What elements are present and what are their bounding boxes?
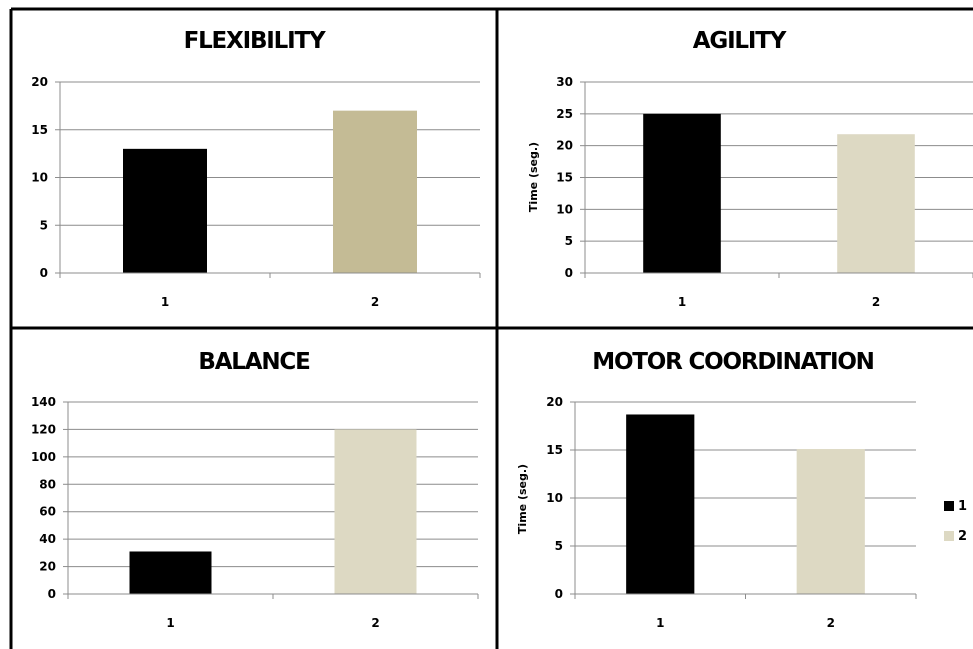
y-tick-label: 5 xyxy=(40,218,48,232)
bar-2 xyxy=(334,429,417,594)
chart-panel-balance: BALANCE 0 20 40 60 80 100 120 140 1 2 xyxy=(31,349,479,630)
y-tick-label: 10 xyxy=(31,171,48,185)
chart-panel-flexibility: FLEXIBILITY 0 5 10 15 20 1 2 xyxy=(0,0,497,328)
x-tick-label: 1 xyxy=(161,295,169,309)
bar-1 xyxy=(123,148,207,273)
y-tick-label: 15 xyxy=(556,171,573,185)
bar-2 xyxy=(796,449,865,594)
y-tick-label: 5 xyxy=(555,539,563,553)
chart-title: AGILITY xyxy=(692,28,787,54)
legend-swatch-1 xyxy=(944,501,954,511)
chart-panel-agility: AGILITY 0 5 10 15 20 25 30 1 2 Time (seg.) xyxy=(527,28,973,309)
y-tick-label: 140 xyxy=(31,395,56,409)
y-axis-title: Time (seg.) xyxy=(516,464,529,534)
y-tick-label: 40 xyxy=(39,532,56,546)
y-tick-label: 0 xyxy=(48,587,56,601)
x-tick-label: 1 xyxy=(678,295,686,309)
x-tick-label: 2 xyxy=(872,295,880,309)
x-tick-label: 1 xyxy=(656,616,664,630)
chart-title: BALANCE xyxy=(198,349,310,375)
x-tick-label: 2 xyxy=(371,616,379,630)
legend-item-1: 1 xyxy=(944,491,967,521)
y-tick-label: 25 xyxy=(556,107,573,121)
y-tick-label: 100 xyxy=(31,450,56,464)
chart-title: MOTOR COORDINATION xyxy=(592,349,875,375)
bar-1 xyxy=(643,113,721,273)
y-axis-title: Time (seg.) xyxy=(527,142,540,212)
x-tick-label: 1 xyxy=(166,616,174,630)
y-tick-label: 120 xyxy=(31,422,56,436)
y-tick-label: 80 xyxy=(39,477,56,491)
y-tick-label: 0 xyxy=(555,587,563,601)
bar-2 xyxy=(333,110,417,274)
legend-item-2: 2 xyxy=(944,521,967,551)
y-tick-label: 10 xyxy=(546,491,563,505)
y-tick-label: 15 xyxy=(31,123,48,137)
legend-label-1: 1 xyxy=(958,498,968,514)
bar-2 xyxy=(837,134,915,273)
y-tick-label: 5 xyxy=(565,234,573,248)
y-tick-label: 0 xyxy=(40,266,48,280)
chart-legend: 1 2 xyxy=(944,491,967,551)
x-tick-label: 2 xyxy=(827,616,835,630)
y-tick-label: 20 xyxy=(31,75,48,89)
y-tick-label: 20 xyxy=(39,560,56,574)
chart-title: FLEXIBILITY xyxy=(183,28,326,54)
legend-swatch-2 xyxy=(944,531,954,541)
y-tick-label: 15 xyxy=(546,443,563,457)
chart-svg: 0 5 10 15 20 1 2 xyxy=(31,75,481,309)
chart-svg: 0 5 10 15 20 25 30 1 2 Time (seg.) xyxy=(527,75,973,309)
x-tick-label: 2 xyxy=(371,295,379,309)
y-tick-label: 20 xyxy=(556,139,573,153)
y-tick-label: 30 xyxy=(556,75,573,89)
y-tick-label: 0 xyxy=(565,266,573,280)
bar-1 xyxy=(129,551,212,594)
y-tick-label: 10 xyxy=(556,202,573,216)
bar-1 xyxy=(626,414,695,594)
chart-svg: 0 20 40 60 80 100 120 140 1 2 xyxy=(31,395,479,630)
legend-label-2: 2 xyxy=(958,528,968,544)
y-tick-label: 20 xyxy=(546,395,563,409)
y-tick-label: 60 xyxy=(39,505,56,519)
